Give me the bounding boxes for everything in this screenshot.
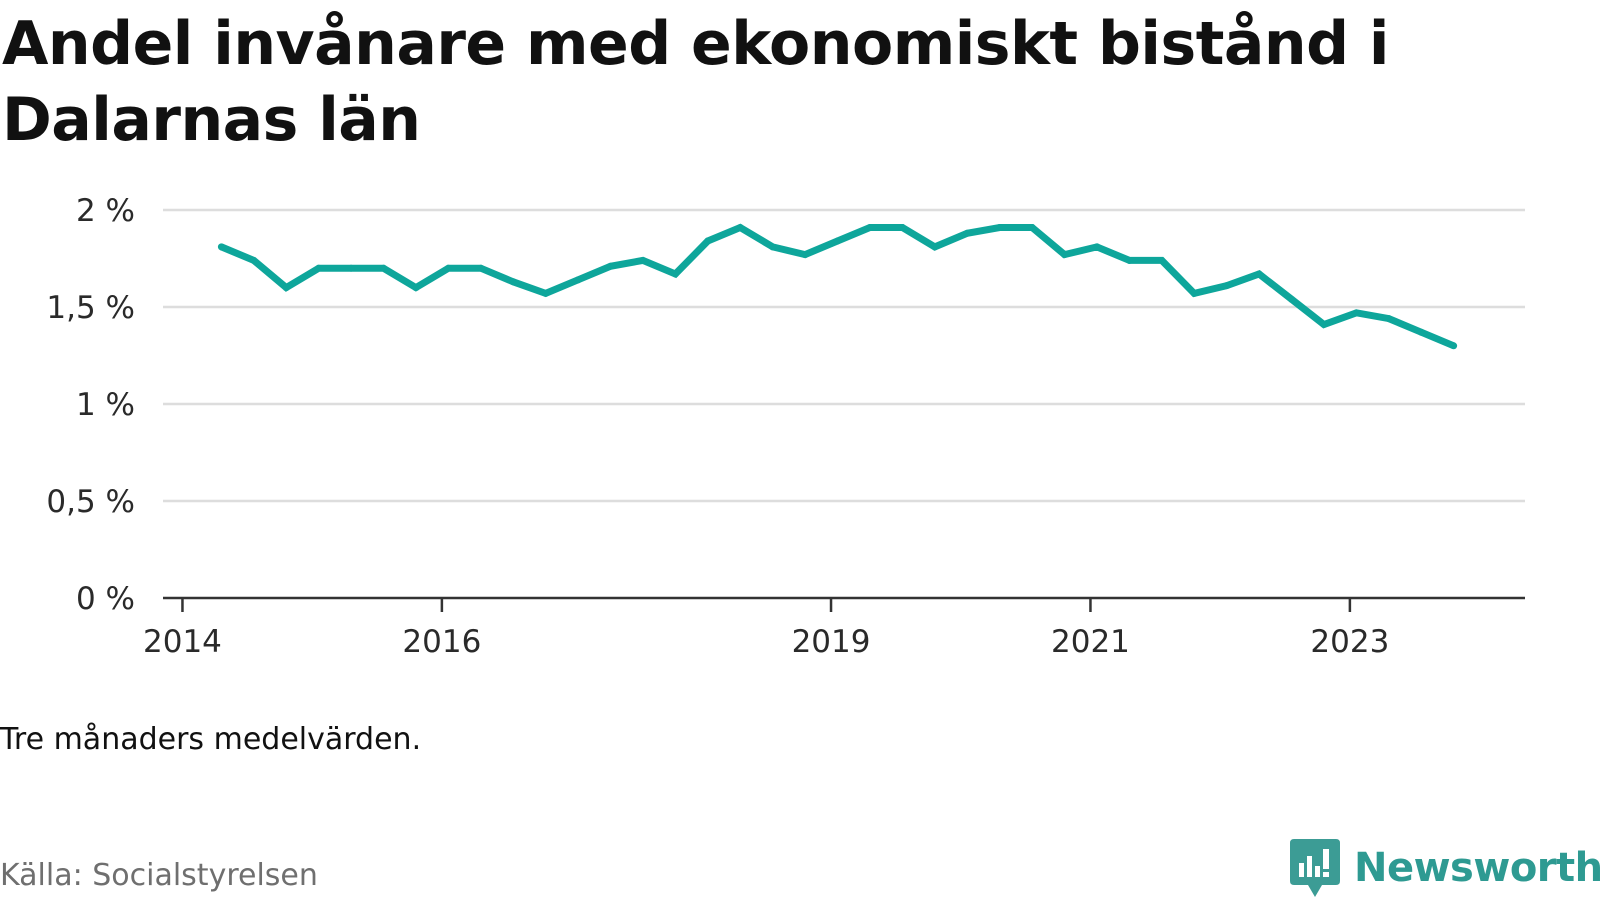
data-point <box>1450 342 1458 350</box>
data-point <box>1223 282 1231 290</box>
brand-logo[interactable]: Newsworthy <box>1290 839 1600 897</box>
data-point <box>1093 243 1101 251</box>
data-point <box>444 264 452 272</box>
data-point <box>1385 315 1393 323</box>
data-point <box>1417 328 1425 336</box>
y-axis-tick-labels: 0 % 0,5 % 1 % 1,5 % 2 % <box>46 193 135 617</box>
data-point <box>1190 289 1198 297</box>
data-point <box>1288 295 1296 303</box>
data-point <box>315 264 323 272</box>
data-point <box>542 289 550 297</box>
y-tick-label: 1,5 % <box>46 290 135 326</box>
data-point <box>801 251 809 259</box>
x-tick-label: 2014 <box>143 624 222 660</box>
chart-note: Tre månaders medelvärden. <box>0 722 422 757</box>
data-point <box>509 278 517 286</box>
newsworthy-logo-icon <box>1290 839 1340 897</box>
data-point <box>671 270 679 278</box>
x-tick-label: 2023 <box>1310 624 1389 660</box>
data-point <box>704 237 712 245</box>
y-tick-label: 0,5 % <box>46 484 135 520</box>
data-point <box>1061 251 1069 259</box>
data-point <box>217 243 225 251</box>
data-point <box>412 284 420 292</box>
gridlines <box>163 208 1525 503</box>
data-point <box>1352 309 1360 317</box>
series-lines <box>217 223 1458 350</box>
data-point <box>963 229 971 237</box>
data-point <box>866 223 874 231</box>
data-point <box>282 284 290 292</box>
y-tick-label: 0 % <box>76 581 135 617</box>
y-tick-label: 1 % <box>76 387 135 423</box>
data-point <box>1320 320 1328 328</box>
data-point <box>1158 256 1166 264</box>
y-tick-label: 2 % <box>76 193 135 229</box>
data-point <box>996 223 1004 231</box>
data-point <box>834 237 842 245</box>
data-point <box>931 243 939 251</box>
data-point <box>574 276 582 284</box>
brand-name: Newsworthy <box>1354 845 1600 891</box>
data-point <box>1125 256 1133 264</box>
data-point <box>1028 223 1036 231</box>
data-point <box>607 262 615 270</box>
data-point <box>477 264 485 272</box>
series-line <box>220 223 1456 350</box>
x-tick-label: 2021 <box>1051 624 1130 660</box>
line-chart: 0 % 0,5 % 1 % 1,5 % 2 % 2014 2016 2019 2021 2023 <box>46 193 1525 660</box>
data-point <box>736 223 744 231</box>
data-point <box>347 264 355 272</box>
x-tick-label: 2016 <box>402 624 481 660</box>
data-point <box>639 256 647 264</box>
x-axis: 2014 2016 2019 2021 2023 <box>143 596 1525 660</box>
source-text: Källa: Socialstyrelsen <box>0 858 318 893</box>
chart-title: Andel invånare med ekonomiskt bistånd i … <box>2 9 1389 155</box>
x-tick-label: 2019 <box>792 624 871 660</box>
data-point <box>380 264 388 272</box>
data-point <box>1255 270 1263 278</box>
data-point <box>769 243 777 251</box>
data-point <box>250 256 258 264</box>
data-point <box>898 223 906 231</box>
